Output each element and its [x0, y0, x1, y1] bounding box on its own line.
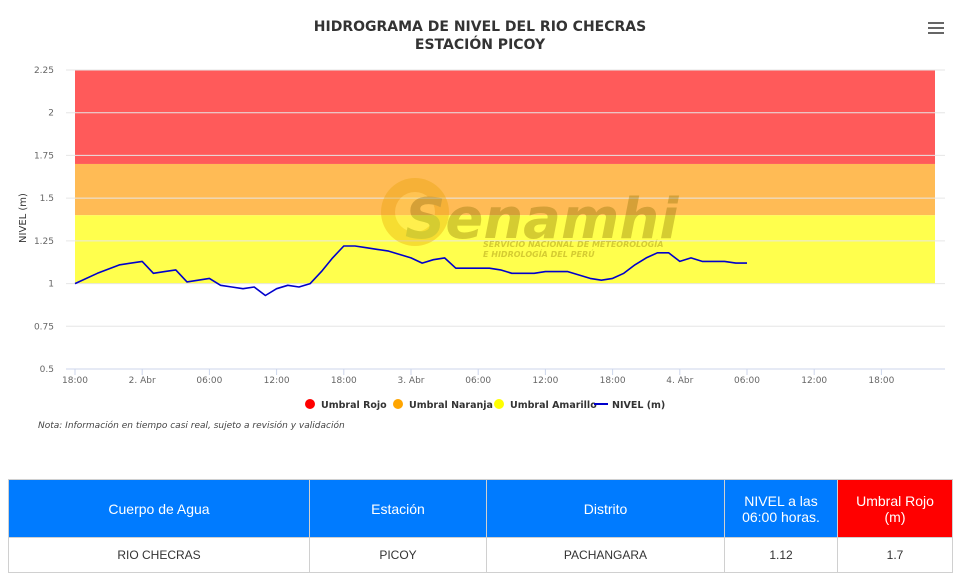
header-estacion: Estación — [309, 479, 487, 538]
cell-estacion: PICOY — [309, 537, 487, 573]
senamhi-watermark: Senamhi SERVICIO NACIONAL DE METEOROLOGÍ… — [381, 178, 679, 259]
header-distrito: Distrito — [486, 479, 725, 538]
x-tick-label: 2. Abr — [129, 376, 156, 386]
x-tick-label: 12:00 — [532, 376, 558, 386]
x-tick-label: 12:00 — [801, 376, 827, 386]
x-tick-label: 3. Abr — [397, 376, 424, 386]
legend-label: Umbral Naranja — [409, 400, 493, 411]
legend-dot-icon — [494, 399, 504, 409]
y-axis-title: NIVEL (m) — [18, 193, 29, 243]
x-tick-label: 18:00 — [331, 376, 357, 386]
header-nivel: NIVEL a las 06:00 horas. — [724, 479, 838, 538]
legend-label: Umbral Rojo — [321, 400, 387, 411]
legend-label: NIVEL (m) — [612, 400, 665, 411]
header-umbral-rojo: Umbral Rojo (m) — [837, 479, 953, 538]
legend-dot-icon — [393, 399, 403, 409]
y-tick-label: 0.75 — [34, 322, 54, 332]
legend-item-0[interactable]: Umbral Rojo — [305, 399, 387, 411]
chart-title: HIDROGRAMA DE NIVEL DEL RIO CHECRAS ESTA… — [0, 18, 960, 54]
band-umbral-amarillo — [75, 215, 935, 284]
y-tick-label: 1.5 — [40, 194, 54, 204]
watermark-subtitle-2: E HIDROLOGÍA DEL PERÚ — [483, 248, 595, 259]
table-header-row: Cuerpo de Agua Estación Distrito NIVEL a… — [8, 479, 953, 538]
y-tick-label: 1.75 — [34, 151, 54, 161]
legend-label: Umbral Amarillo — [510, 400, 597, 411]
watermark-subtitle-1: SERVICIO NACIONAL DE METEOROLOGÍA — [483, 238, 663, 249]
watermark-brand: Senamhi — [405, 187, 679, 252]
cell-distrito: PACHANGARA — [486, 537, 725, 573]
x-tick-label: 12:00 — [264, 376, 290, 386]
x-tick-label: 18:00 — [600, 376, 626, 386]
band-umbral-naranja — [75, 163, 935, 216]
table-row: RIO CHECRAS PICOY PACHANGARA 1.12 1.7 — [8, 537, 953, 573]
x-tick-label: 06:00 — [196, 376, 222, 386]
chart-note: Nota: Información en tiempo casi real, s… — [38, 421, 345, 431]
sun-logo-icon — [381, 178, 449, 246]
legend-dot-icon — [305, 399, 315, 409]
header-cuerpo-de-agua: Cuerpo de Agua — [8, 479, 310, 538]
y-tick-label: 2 — [48, 109, 54, 119]
y-tick-label: 1.25 — [34, 237, 54, 247]
legend-item-1[interactable]: Umbral Naranja — [393, 399, 493, 411]
x-tick-label: 18:00 — [62, 376, 88, 386]
cell-cuerpo-de-agua: RIO CHECRAS — [8, 537, 310, 573]
chart-title-line1: HIDROGRAMA DE NIVEL DEL RIO CHECRAS — [313, 19, 647, 35]
y-tick-label: 1 — [48, 280, 54, 290]
x-tick-label: 06:00 — [734, 376, 760, 386]
x-tick-label: 06:00 — [465, 376, 491, 386]
cell-umbral-rojo: 1.7 — [837, 537, 953, 573]
y-tick-label: 0.5 — [40, 365, 54, 375]
chart-container: HIDROGRAMA DE NIVEL DEL RIO CHECRAS ESTA… — [0, 18, 960, 431]
series-line-nivel[interactable] — [74, 245, 747, 297]
hydrograph-chart: Senamhi SERVICIO NACIONAL DE METEOROLOGÍ… — [18, 66, 945, 411]
chart-title-line2: ESTACIÓN PICOY — [414, 37, 546, 53]
x-tick-label: 4. Abr — [666, 376, 693, 386]
chart-legend: Umbral Rojo Umbral Naranja Umbral Amarillo… — [305, 399, 665, 411]
legend-item-2[interactable]: Umbral Amarillo — [494, 399, 597, 411]
hamburger-menu-icon[interactable] — [928, 22, 944, 36]
x-tick-label: 18:00 — [868, 376, 894, 386]
legend-item-3[interactable]: NIVEL (m) — [594, 400, 665, 411]
y-tick-label: 2.25 — [34, 66, 54, 76]
band-umbral-rojo — [75, 70, 935, 164]
station-info-table: Cuerpo de Agua Estación Distrito NIVEL a… — [8, 479, 953, 573]
cell-nivel: 1.12 — [724, 537, 838, 573]
